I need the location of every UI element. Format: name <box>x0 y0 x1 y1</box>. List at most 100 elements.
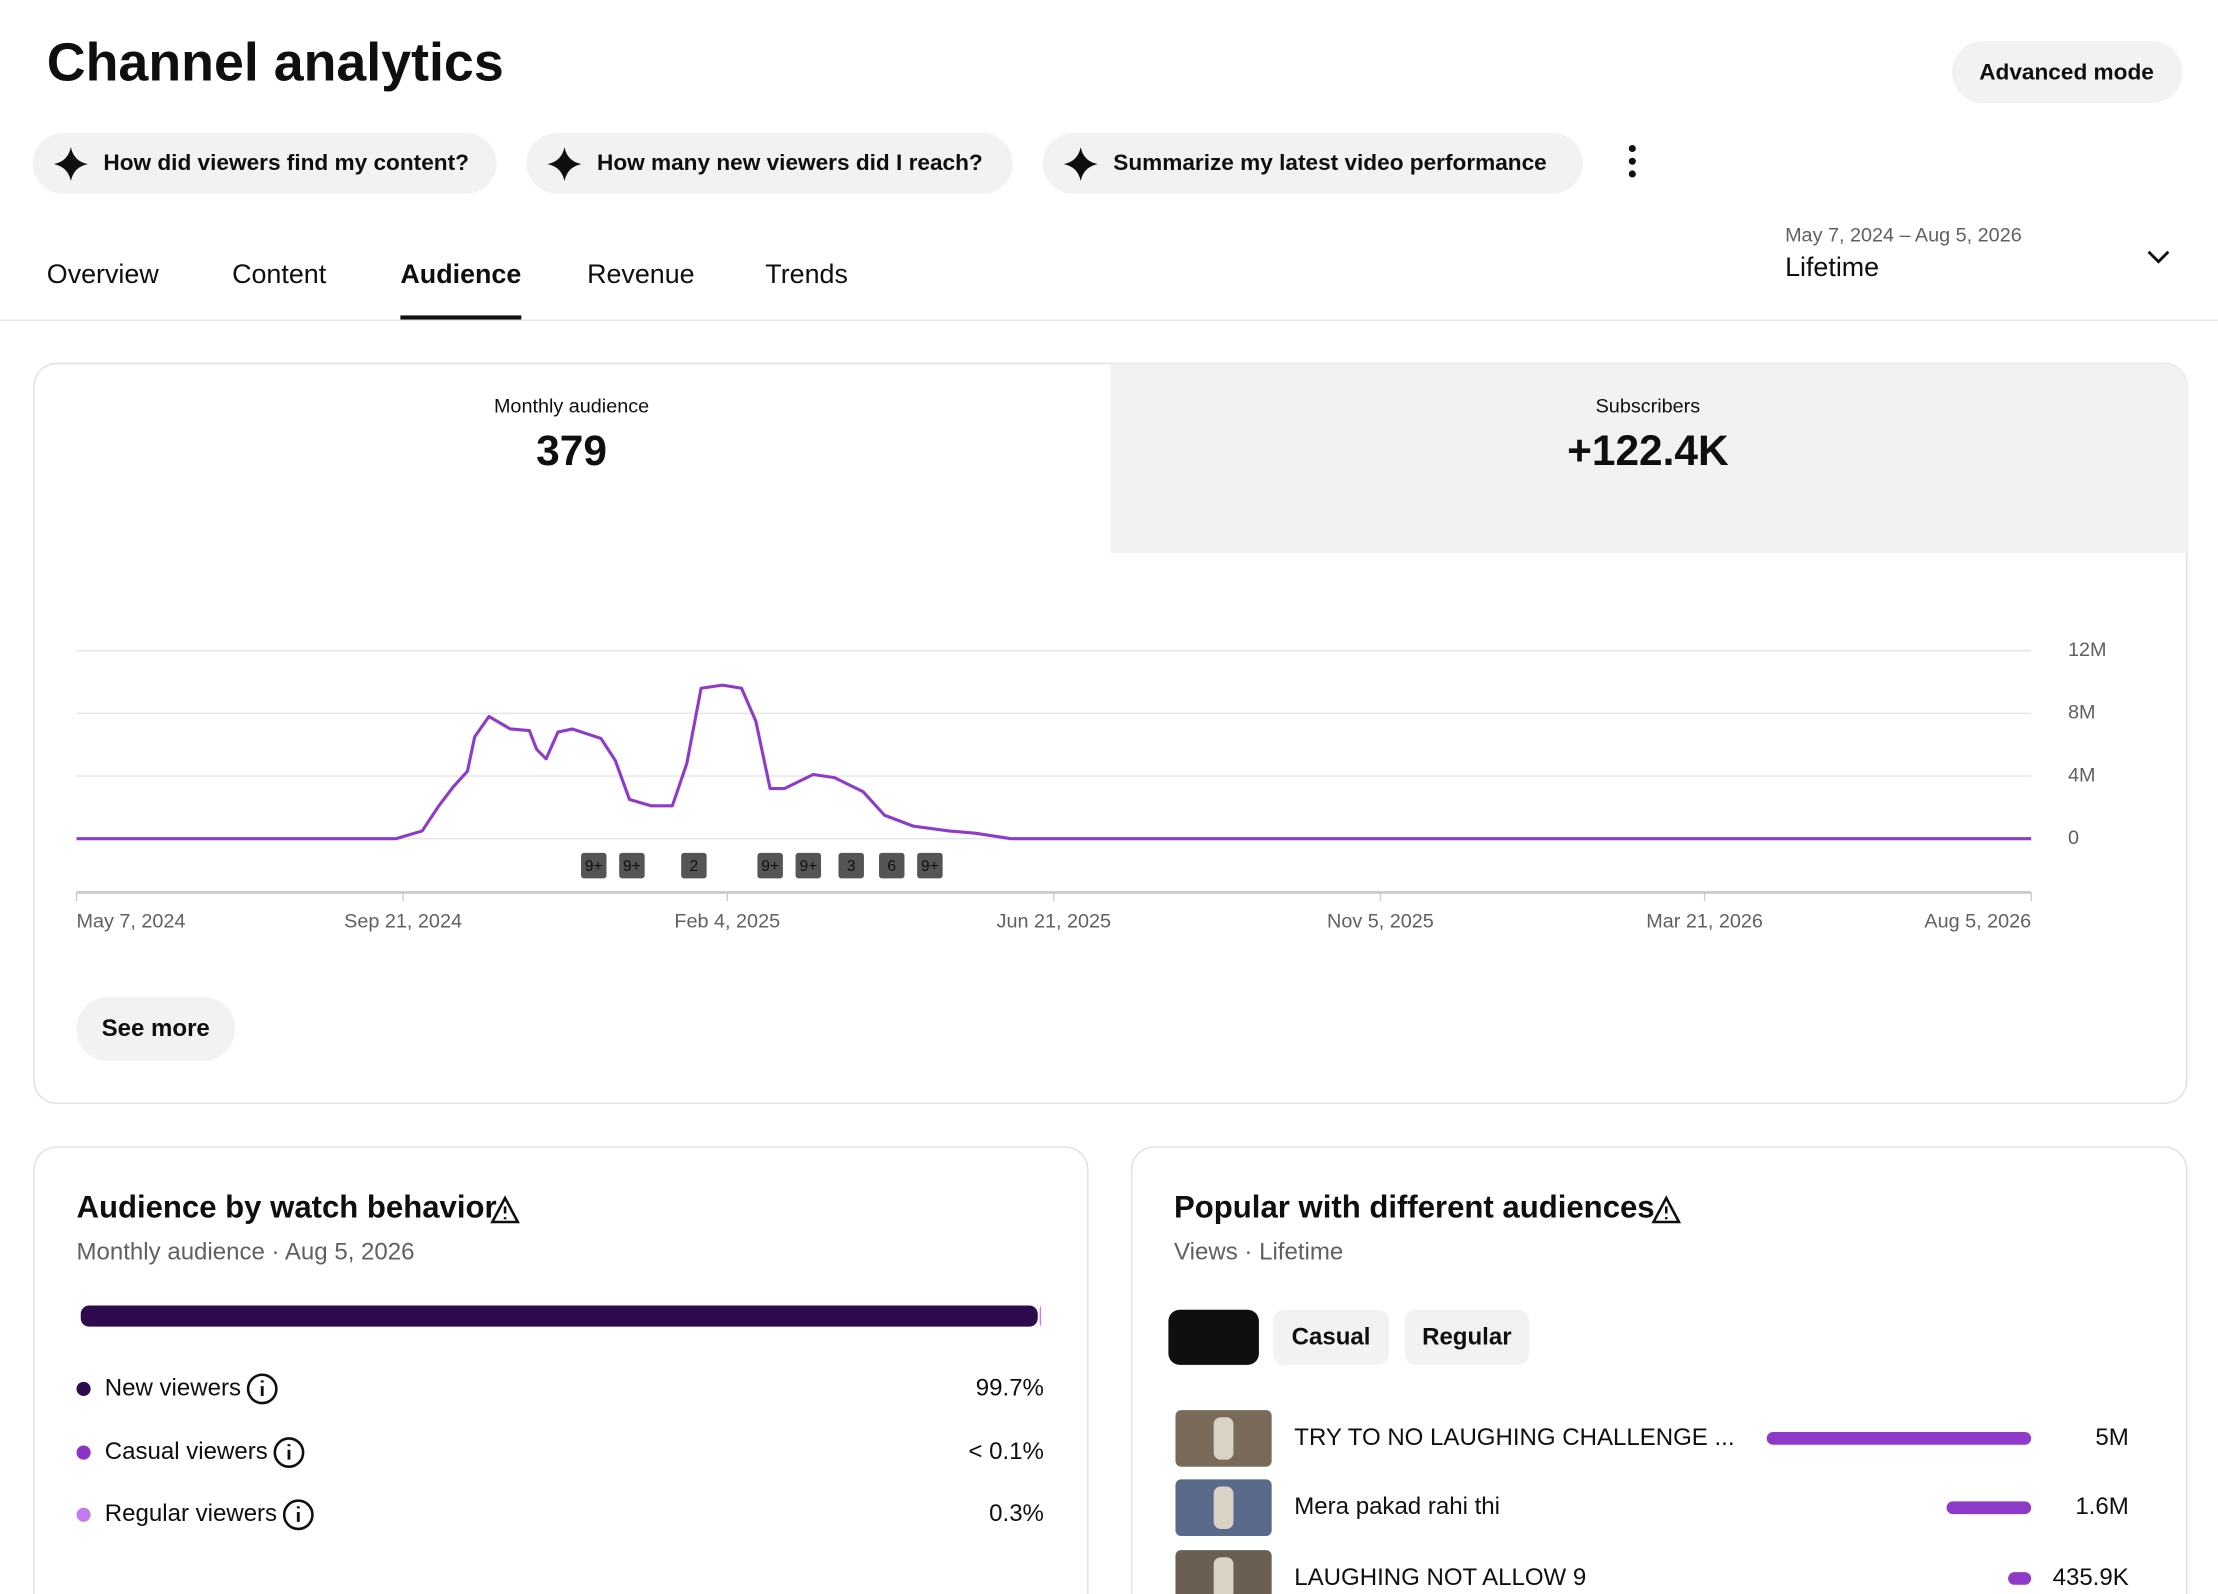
views-value: 1.6M <box>2075 1493 2128 1520</box>
warning-icon[interactable] <box>490 1195 520 1224</box>
legend-dot <box>76 1445 91 1460</box>
event-badge-label[interactable]: 9+ <box>585 858 603 875</box>
x-tick-label: May 7, 2024 <box>77 910 186 932</box>
views-bar <box>1766 1432 2032 1445</box>
warning-icon[interactable] <box>1651 1195 1682 1224</box>
x-tick-label: Jun 21, 2025 <box>997 910 1111 932</box>
page-title: Channel analytics <box>47 33 504 93</box>
video-title[interactable]: TRY TO NO LAUGHING CHALLENGE ... <box>1294 1424 1734 1451</box>
audience-line <box>76 683 2032 841</box>
metric-label: Monthly audience <box>494 396 649 418</box>
tab[interactable]: Content <box>232 259 327 289</box>
event-badge-label[interactable]: 9+ <box>623 858 641 875</box>
x-tick-label: Mar 21, 2026 <box>1646 910 1763 932</box>
event-badge[interactable] <box>619 852 645 879</box>
line-chart: 0 4M 8M 12M May 7, 2024 Sep 21, 2024 Feb 4, 20… <box>75 639 2107 932</box>
prompt-chip[interactable] <box>526 132 1013 194</box>
y-tick-label: 8M <box>2068 702 2096 724</box>
sparkle-icon <box>547 147 582 182</box>
event-badge-label[interactable]: 9+ <box>799 858 817 875</box>
filter-label[interactable]: New <box>1189 1323 1239 1350</box>
views-value: 435.9K <box>2053 1564 2129 1591</box>
stacked-segment <box>1039 1305 1042 1327</box>
info-icon[interactable] <box>282 1499 314 1531</box>
stacked-segment <box>80 1305 1038 1327</box>
date-range[interactable]: May 7, 2024 – Aug 5, 2026 <box>1785 224 2022 246</box>
filter-label[interactable]: Casual <box>1292 1323 1371 1350</box>
prompt-label[interactable]: Summarize my latest video performance <box>1113 150 1547 175</box>
date-range-label[interactable]: Lifetime <box>1785 252 1879 282</box>
thumbnail-figure[interactable] <box>1213 1486 1234 1529</box>
card-subtitle: Monthly audience · Aug 5, 2026 <box>77 1238 415 1265</box>
prompt-label[interactable]: How did viewers find my content? <box>103 150 469 175</box>
see-more-button[interactable] <box>76 997 235 1061</box>
sparkle-icon <box>1063 147 1098 182</box>
card-title: Audience by watch behavior <box>77 1190 497 1225</box>
video-title[interactable]: LAUGHING NOT ALLOW 9 <box>1294 1564 1586 1591</box>
prompt-chip[interactable] <box>32 132 497 194</box>
views-bar <box>2008 1572 2032 1585</box>
metric-value: 379 <box>536 427 607 474</box>
views-bar <box>1946 1501 2032 1515</box>
dropdown-chevron[interactable] <box>2147 250 2170 264</box>
x-tick-label: Aug 5, 2026 <box>1924 910 2031 932</box>
legend-value: < 0.1% <box>968 1438 1043 1465</box>
views-value: 5M <box>2095 1424 2128 1451</box>
prompt-chip[interactable] <box>1042 132 1583 194</box>
filter-chip[interactable] <box>1168 1309 1259 1365</box>
event-badge[interactable] <box>838 852 864 879</box>
advanced-mode-label[interactable]: Advanced mode <box>1979 60 2154 85</box>
info-icon[interactable] <box>273 1437 305 1468</box>
see-more-label[interactable]: See more <box>102 1015 210 1042</box>
event-badge[interactable] <box>681 852 707 879</box>
event-badge-label[interactable]: 9+ <box>921 858 939 875</box>
prompt-chips: How did viewers find my content? How many… <box>32 132 1583 194</box>
popular-card <box>1130 1146 2188 1594</box>
advanced-mode-button[interactable] <box>1951 41 2183 104</box>
info-icon[interactable] <box>246 1373 278 1405</box>
tab[interactable]: Trends <box>765 259 848 289</box>
card-title: Popular with different audiences <box>1174 1190 1655 1225</box>
card-subtitle: Views · Lifetime <box>1174 1238 1343 1265</box>
metric-tab-inactive[interactable] <box>1110 363 2187 554</box>
metric-value: +122.4K <box>1567 427 1729 474</box>
y-tick-label: 4M <box>2068 764 2096 786</box>
event-badge[interactable] <box>917 852 943 879</box>
tab-underline <box>400 315 522 320</box>
x-tick-label: Feb 4, 2025 <box>674 910 780 932</box>
watch-behavior: New viewers 99.7% Casual viewers < 0.1% Regu… <box>76 1305 1044 1531</box>
metric-label: Subscribers <box>1596 396 1701 418</box>
more-menu[interactable] <box>1628 144 1636 178</box>
filter-chip[interactable] <box>1404 1309 1530 1365</box>
video-title[interactable]: Mera pakad rahi thi <box>1294 1493 1500 1520</box>
tab-bar: Overview Content Audience Revenue Trends <box>47 259 848 320</box>
popular-videos: New Casual Regular TRY TO NO LAUGHING CHALL… <box>1168 1309 2129 1594</box>
sparkle-icon <box>53 147 88 182</box>
thumbnail-figure[interactable] <box>1213 1417 1234 1460</box>
legend-label: Casual viewers <box>105 1438 268 1465</box>
legend-dot <box>76 1381 91 1396</box>
y-tick-label: 12M <box>2068 639 2107 661</box>
prompt-label[interactable]: How many new viewers did I reach? <box>597 150 983 175</box>
tab[interactable]: Audience <box>400 259 521 289</box>
legend-label: New viewers <box>105 1374 241 1401</box>
event-badge[interactable] <box>757 852 783 879</box>
event-badge[interactable] <box>581 852 607 879</box>
x-tick-label: Nov 5, 2025 <box>1327 910 1434 932</box>
divider <box>0 319 2218 322</box>
event-badge-label[interactable]: 6 <box>887 858 896 875</box>
watch-behavior-card <box>33 1146 1089 1594</box>
event-badge-label[interactable]: 9+ <box>761 858 779 875</box>
event-badge[interactable] <box>879 852 905 879</box>
filter-chip[interactable] <box>1273 1309 1390 1365</box>
tab[interactable]: Overview <box>47 259 160 289</box>
filter-label[interactable]: Regular <box>1422 1323 1511 1350</box>
thumbnail-figure[interactable] <box>1213 1557 1234 1594</box>
event-badge-label[interactable]: 3 <box>847 858 856 875</box>
tab[interactable]: Revenue <box>587 259 695 289</box>
event-badge[interactable] <box>795 852 822 879</box>
event-badge-label[interactable]: 2 <box>690 858 699 875</box>
legend-label: Regular viewers <box>105 1500 277 1527</box>
